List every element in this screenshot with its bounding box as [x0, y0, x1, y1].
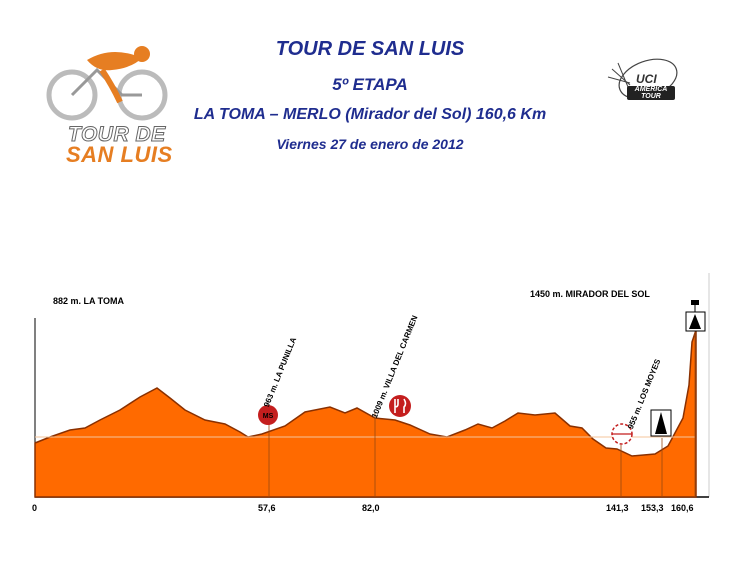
km-label-57-6: 57,6 — [258, 503, 276, 513]
elevation-area — [34, 329, 697, 498]
feed-zone-icon — [389, 395, 411, 417]
stage-number: 5º ETAPA — [332, 75, 408, 94]
america-tour-badge: AMERICA TOUR — [627, 86, 675, 100]
start-label: 882 m. LA TOMA — [53, 296, 125, 306]
km-label-160-6: 160,6 — [671, 503, 694, 513]
km-label-82-0: 82,0 — [362, 503, 380, 513]
last-km-icon — [650, 409, 672, 437]
km-label-141-3: 141,3 — [606, 503, 629, 513]
finish-flag-icon — [685, 300, 706, 332]
uci-text: UCI — [636, 72, 657, 86]
logo-line-1: TOUR DE — [68, 123, 166, 146]
km-label-0: 0 — [32, 503, 38, 513]
svg-text:MS: MS — [263, 413, 274, 420]
stage-date: Viernes 27 de enero de 2012 — [276, 136, 464, 152]
km-label-153-3: 153,3 — [641, 503, 664, 513]
finish-label: 1450 m. MIRADOR DEL SOL — [530, 289, 650, 299]
logo-line-2: SAN LUIS — [66, 142, 173, 167]
race-title: TOUR DE SAN LUIS — [275, 38, 465, 60]
km-to-go-icon — [611, 423, 633, 445]
tour-de-san-luis-logo — [46, 46, 168, 121]
stage-route: LA TOMA – MERLO (Mirador del Sol) 160,6 … — [193, 106, 547, 123]
sprint-marker-icon: MS — [258, 405, 278, 425]
